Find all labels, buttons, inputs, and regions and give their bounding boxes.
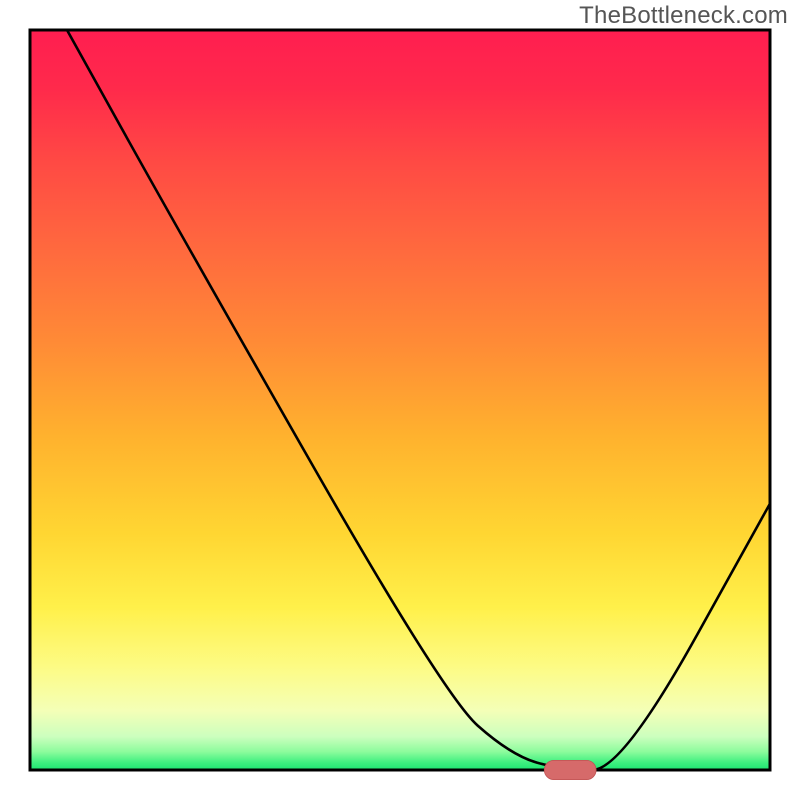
gradient-background [30,30,770,770]
watermark-text: TheBottleneck.com [579,2,788,30]
optimal-marker [544,760,596,779]
chart-svg [0,0,800,800]
chart-stage: TheBottleneck.com [0,0,800,800]
